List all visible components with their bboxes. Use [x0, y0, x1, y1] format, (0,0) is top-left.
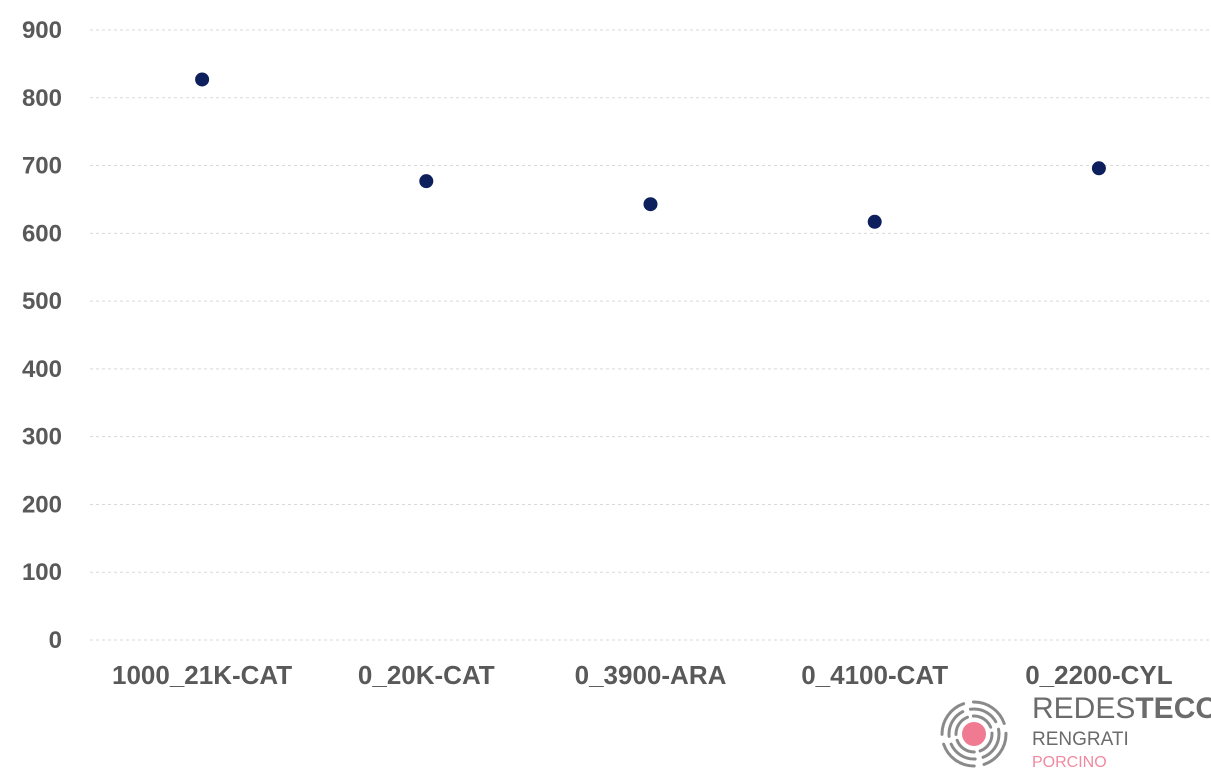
x-tick-label: 0_3900-ARA [575, 660, 727, 690]
y-tick-label: 200 [22, 491, 62, 518]
target-logo-icon [940, 700, 1008, 768]
y-axis-ticks: 0 100 200 300 400 500 600 700 800 900 [22, 17, 62, 654]
logo-brand-regular: REDES [1032, 692, 1136, 725]
y-tick-label: 900 [22, 17, 62, 44]
y-tick-label: 800 [22, 85, 62, 112]
x-tick-label: 0_4100-CAT [801, 660, 948, 690]
data-point [419, 174, 434, 189]
logo-brand-bold: TECO [1135, 692, 1211, 725]
data-point [643, 197, 658, 212]
redesteco-logo: REDESTECO RENGRATI PORCINO [938, 694, 1211, 774]
logo-line-2: RENGRATI [1032, 729, 1129, 750]
x-tick-label: 1000_21K-CAT [112, 660, 292, 690]
logo-line-3: PORCINO [1032, 754, 1107, 771]
x-tick-label: 0_20K-CAT [358, 660, 495, 690]
y-tick-label: 300 [22, 424, 62, 451]
data-point [867, 214, 882, 229]
data-point [195, 72, 210, 87]
x-axis-ticks: 1000_21K-CAT 0_20K-CAT 0_3900-ARA 0_4100-CA… [112, 660, 1173, 690]
y-tick-label: 600 [22, 220, 62, 247]
y-tick-label: 500 [22, 288, 62, 315]
logo-brand: REDESTECO [1032, 694, 1211, 724]
gridlines [90, 29, 1211, 641]
y-tick-label: 0 [49, 627, 62, 654]
y-tick-label: 100 [22, 559, 62, 586]
data-point [1091, 161, 1106, 176]
y-tick-label: 400 [22, 356, 62, 383]
logo-text: REDESTECO RENGRATI PORCINO [1032, 694, 1211, 771]
x-tick-label: 0_2200-CYL [1025, 660, 1173, 690]
scatter-chart: 0 100 200 300 400 500 600 700 800 900 1000_21K-CA… [22, 17, 1211, 690]
data-points [195, 72, 1106, 229]
y-tick-label: 700 [22, 153, 62, 180]
